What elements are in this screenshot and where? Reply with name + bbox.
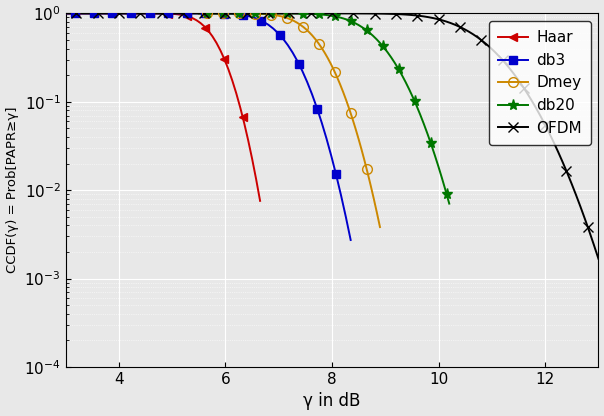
OFDM	[329, 11, 336, 16]
db20	[251, 11, 259, 16]
Dmey	[203, 11, 210, 16]
db3	[90, 11, 97, 16]
Dmey	[315, 41, 323, 46]
OFDM	[137, 11, 144, 16]
Dmey	[235, 11, 242, 16]
OFDM	[286, 11, 293, 16]
db20	[219, 11, 226, 16]
db20	[379, 44, 387, 49]
Haar	[164, 11, 172, 16]
OFDM	[350, 11, 357, 16]
OFDM	[243, 11, 251, 16]
OFDM	[542, 122, 549, 127]
Haar	[146, 11, 153, 16]
OFDM	[179, 11, 187, 16]
db20	[331, 14, 338, 19]
db20	[427, 140, 434, 145]
Dmey	[331, 69, 338, 74]
Dmey	[267, 12, 274, 17]
Haar	[183, 14, 190, 19]
OFDM	[201, 11, 208, 16]
Dmey	[347, 111, 355, 116]
OFDM	[94, 11, 101, 16]
Dmey	[251, 11, 259, 16]
Y-axis label: CCDF(γ) = Prob[PAPR≥γ]: CCDF(γ) = Prob[PAPR≥γ]	[5, 107, 19, 273]
db20	[363, 28, 370, 33]
Line: db20: db20	[201, 8, 452, 200]
OFDM	[584, 225, 591, 230]
OFDM	[520, 86, 527, 91]
db20	[299, 11, 306, 16]
db20	[411, 99, 418, 104]
db20	[347, 19, 355, 24]
db20	[283, 11, 291, 16]
db3	[295, 61, 303, 66]
db3	[220, 11, 228, 16]
OFDM	[115, 11, 123, 16]
db3	[127, 11, 135, 16]
Line: Haar: Haar	[71, 9, 247, 121]
db3	[332, 172, 339, 177]
db20	[443, 191, 450, 196]
db3	[277, 33, 284, 38]
Dmey	[219, 11, 226, 16]
OFDM	[435, 17, 442, 22]
OFDM	[307, 11, 314, 16]
db20	[395, 67, 402, 72]
Line: OFDM: OFDM	[71, 9, 593, 232]
Dmey	[299, 24, 306, 29]
db3	[183, 11, 190, 16]
db20	[267, 11, 274, 16]
OFDM	[456, 25, 463, 30]
db3	[146, 11, 153, 16]
Haar	[202, 25, 209, 30]
db3	[313, 107, 321, 112]
Legend: Haar, db3, Dmey, db20, OFDM: Haar, db3, Dmey, db20, OFDM	[489, 21, 591, 145]
X-axis label: γ in dB: γ in dB	[303, 392, 361, 411]
Line: db3: db3	[71, 9, 340, 178]
OFDM	[478, 37, 485, 42]
Dmey	[363, 166, 370, 171]
Haar	[71, 11, 79, 16]
OFDM	[72, 11, 80, 16]
Haar	[109, 11, 116, 16]
db20	[235, 11, 242, 16]
Haar	[239, 115, 246, 120]
db3	[109, 11, 116, 16]
OFDM	[393, 12, 400, 17]
OFDM	[265, 11, 272, 16]
OFDM	[222, 11, 229, 16]
OFDM	[371, 11, 378, 16]
Line: Dmey: Dmey	[202, 9, 371, 174]
OFDM	[563, 168, 570, 173]
db20	[203, 11, 210, 16]
OFDM	[499, 57, 506, 62]
db3	[258, 18, 265, 23]
OFDM	[414, 13, 421, 18]
db20	[315, 12, 323, 17]
Haar	[127, 11, 135, 16]
OFDM	[158, 11, 165, 16]
db3	[71, 11, 79, 16]
db3	[164, 11, 172, 16]
db3	[202, 11, 209, 16]
Dmey	[283, 15, 291, 20]
Haar	[90, 11, 97, 16]
Haar	[220, 56, 228, 61]
db3	[239, 12, 246, 17]
